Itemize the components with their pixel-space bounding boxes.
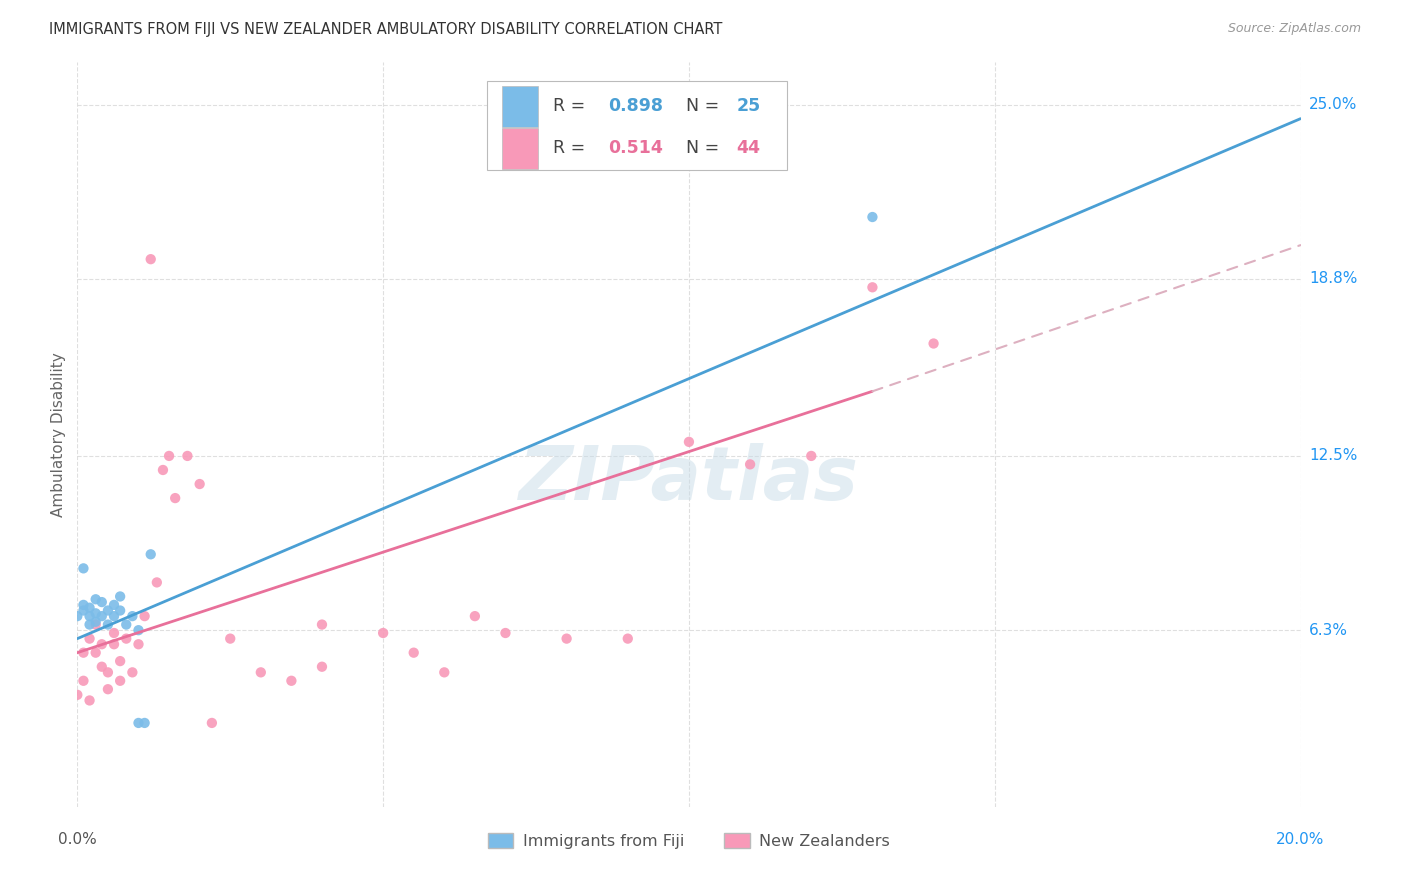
Text: 6.3%: 6.3% [1309,623,1348,638]
Point [72,603,94,617]
Text: 18.8%: 18.8% [1309,271,1357,286]
Point [84,615,107,629]
Point [79,632,101,646]
Point [103,626,125,640]
FancyBboxPatch shape [486,81,787,170]
Point [139,252,162,267]
Point [127,623,149,637]
Point [90,637,112,651]
Point [402,646,425,660]
Text: 25.0%: 25.0% [1309,97,1357,112]
Point [72,673,94,688]
Point [84,646,107,660]
Point [152,463,174,477]
Y-axis label: Ambulatory Disability: Ambulatory Disability [51,352,66,517]
Point [108,654,131,668]
Point [127,715,149,730]
Point [84,617,107,632]
Point [311,617,333,632]
Text: N =: N = [675,97,725,115]
Point [862,210,884,224]
Legend: Immigrants from Fiji, New Zealanders: Immigrants from Fiji, New Zealanders [481,826,897,855]
Point [72,561,94,575]
Text: 25: 25 [737,97,761,115]
Text: N =: N = [675,139,725,157]
Point [72,598,94,612]
Point [79,600,101,615]
Point [108,590,131,604]
Point [79,609,101,624]
Text: IMMIGRANTS FROM FIJI VS NEW ZEALANDER AMBULATORY DISABILITY CORRELATION CHART: IMMIGRANTS FROM FIJI VS NEW ZEALANDER AM… [49,22,723,37]
Point [250,665,273,680]
Point [108,603,131,617]
Point [66,688,89,702]
Text: ZIPatlas: ZIPatlas [519,443,859,516]
Point [165,491,187,505]
Point [157,449,180,463]
FancyBboxPatch shape [502,86,538,127]
Point [103,637,125,651]
Point [371,626,394,640]
Point [103,598,125,612]
Point [617,632,640,646]
Point [127,637,149,651]
Text: 0.0%: 0.0% [58,832,97,847]
Text: 12.5%: 12.5% [1309,449,1357,464]
Point [555,632,578,646]
Point [280,673,302,688]
Text: 0.898: 0.898 [609,97,664,115]
Point [139,547,162,561]
Text: 44: 44 [737,139,761,157]
Point [79,693,101,707]
Point [176,449,198,463]
Point [72,646,94,660]
Text: Source: ZipAtlas.com: Source: ZipAtlas.com [1227,22,1361,36]
Point [97,682,120,697]
Text: R =: R = [553,139,591,157]
Point [84,592,107,607]
Point [103,609,125,624]
Point [678,434,700,449]
Point [201,715,224,730]
Point [108,673,131,688]
Text: R =: R = [553,97,591,115]
Point [115,632,138,646]
Point [90,659,112,673]
Point [134,715,156,730]
Point [219,632,242,646]
Point [97,665,120,680]
Point [121,609,143,624]
Point [79,617,101,632]
Point [188,477,211,491]
Point [922,336,945,351]
Text: 0.514: 0.514 [609,139,664,157]
Point [97,603,120,617]
Point [97,617,120,632]
Point [800,449,823,463]
Point [464,609,486,624]
Point [84,607,107,621]
Text: 20.0%: 20.0% [1277,832,1324,847]
Point [115,617,138,632]
Point [740,458,762,472]
Point [311,659,333,673]
Point [134,609,156,624]
FancyBboxPatch shape [502,128,538,169]
Point [862,280,884,294]
Point [121,665,143,680]
Point [66,609,89,624]
Point [90,609,112,624]
Point [433,665,456,680]
Point [90,595,112,609]
Point [146,575,169,590]
Point [495,626,517,640]
